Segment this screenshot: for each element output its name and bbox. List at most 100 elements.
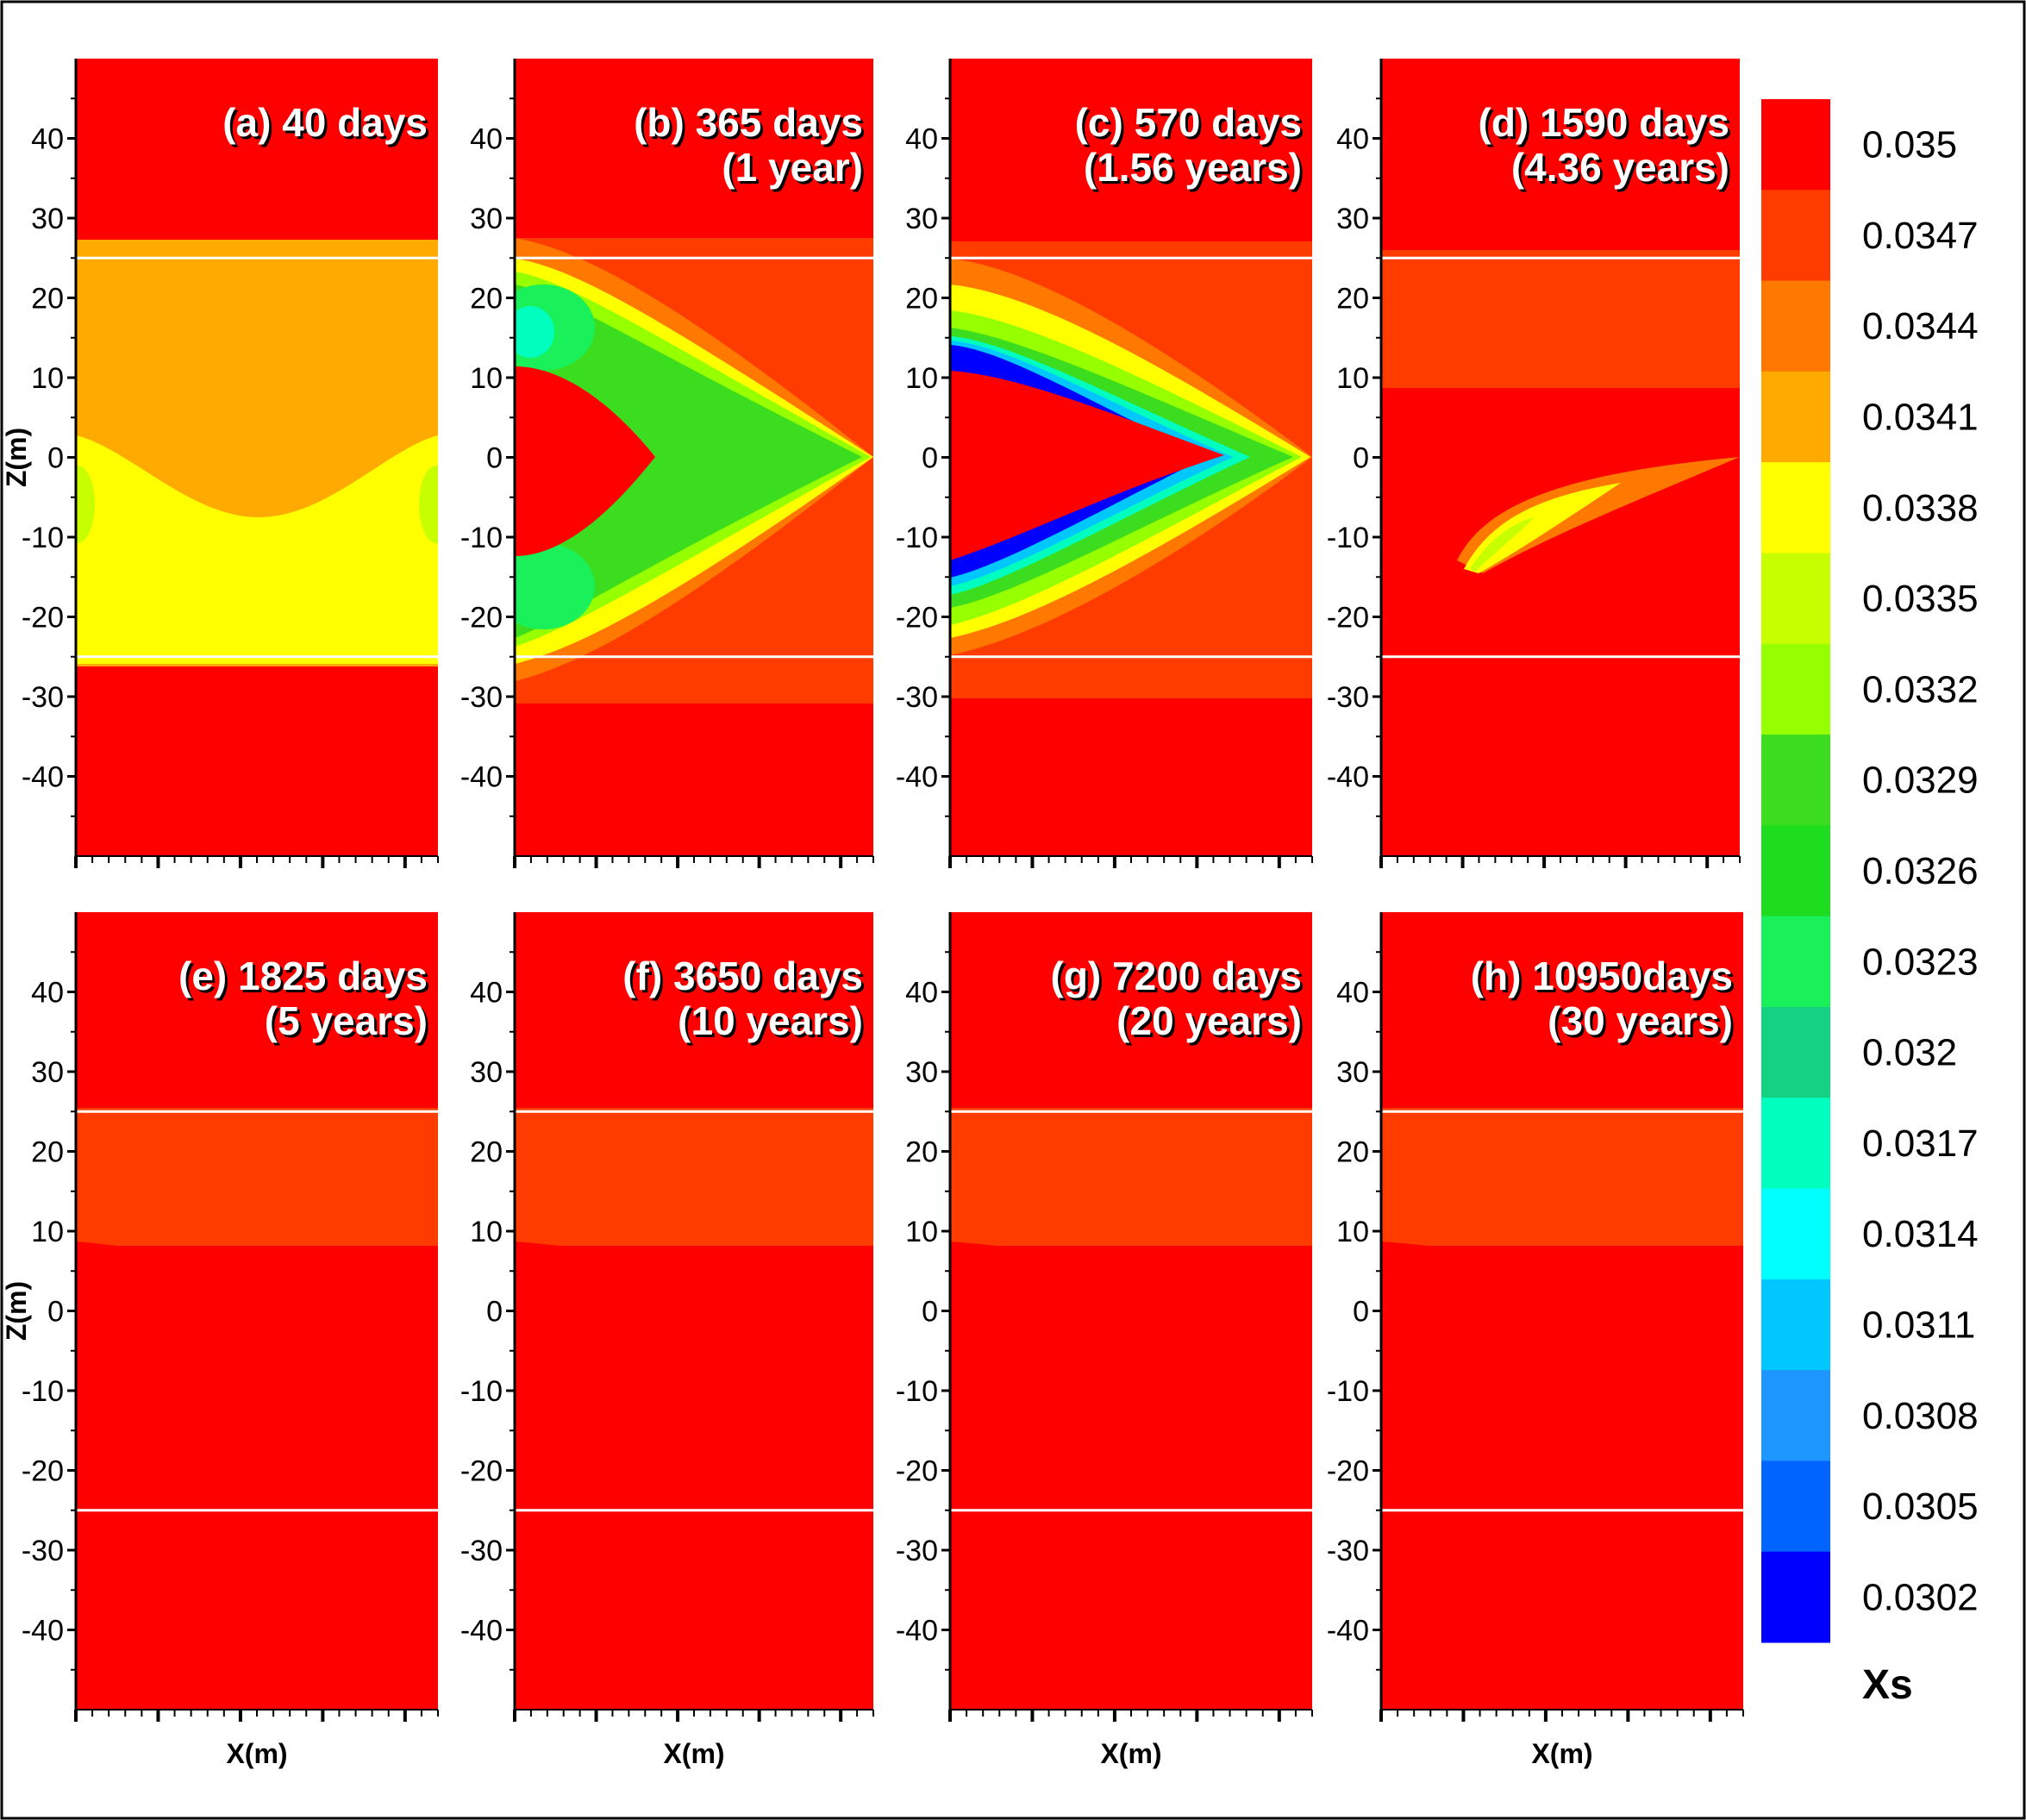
panel-c [950, 59, 1312, 856]
panel-g-title-line1: (g) 7200 days [1051, 954, 1302, 998]
panel-f-y-tick-label: 40 [470, 977, 503, 1010]
panel-c-y-tick-label: 40 [905, 123, 938, 156]
panel-e-y-tick-label: 30 [31, 1056, 64, 1089]
panel-b-red-core [515, 366, 655, 556]
panel-d-plume-orange [1457, 457, 1740, 573]
panel-f [515, 912, 873, 1710]
panel-b-green-plume [515, 285, 862, 638]
colorbar-swatch-15 [1761, 1460, 1830, 1553]
panel-c-y-tick-label: -30 [896, 681, 938, 714]
panel-h-y-tick-label: -40 [1327, 1615, 1369, 1648]
panel-h-y-tick-label: 20 [1336, 1136, 1369, 1169]
panel-g-y-tick-label: 20 [905, 1136, 938, 1169]
panel-a-y-tick-label: 40 [31, 123, 64, 156]
panel-a-y-tick-label: 20 [31, 283, 64, 316]
panel-g-y-tick-label: -10 [896, 1375, 938, 1408]
panel-h-title-line1: (h) 10950days [1471, 954, 1733, 998]
panel-e-y-tick-label: -20 [22, 1455, 64, 1488]
panel-e-y-tick-label: -30 [22, 1535, 64, 1567]
panel-c-title-line1: (c) 570 days [1075, 100, 1302, 145]
colorbar-tick-label: 0.035 [1862, 124, 1957, 166]
colorbar-tick-label: 0.0302 [1862, 1576, 1979, 1618]
panel-e-title-line2-shadow: (5 years) [267, 1001, 430, 1046]
panel-b-title-line1-shadow: (b) 365 days [636, 103, 866, 147]
colorbar-tick-label: 0.0305 [1862, 1485, 1979, 1528]
panel-h-title-line2-shadow: (30 years) [1550, 1001, 1735, 1046]
colorbar-tick-label: 0.0338 [1862, 487, 1979, 529]
panel-h-x-axis-label: X(m) [1531, 1738, 1592, 1769]
panel-b-y-tick-label: 0 [486, 442, 503, 475]
panel-d-plume-lime [1470, 517, 1535, 571]
panel-g-y-tick-label: 30 [905, 1056, 938, 1089]
panel-f-x-axis-label: X(m) [663, 1738, 724, 1769]
panel-g-y-tick-label: 10 [905, 1216, 938, 1248]
panel-d-y-tick-label: -40 [1327, 761, 1369, 794]
panel-f-y-tick-label: 20 [470, 1136, 503, 1169]
panel-c-title-line1-shadow: (c) 570 days [1078, 103, 1304, 147]
panel-b-y-tick-label: -20 [460, 602, 503, 635]
panel-f-y-tick-label: -10 [460, 1375, 503, 1408]
panel-b-teal-spot [515, 306, 554, 358]
panel-d-background [1381, 59, 1740, 856]
colorbar-swatch-5 [1761, 553, 1830, 645]
panel-f-y-tick-label: -20 [460, 1455, 503, 1488]
colorbar-swatch-2 [1761, 280, 1830, 372]
panel-g-red-intrusion [950, 1241, 1312, 1328]
panel-f-title-line1: (f) 3650 days [622, 954, 863, 998]
panel-d-upper-transition [1381, 388, 1740, 457]
panel-h-y-tick-label: 10 [1336, 1216, 1369, 1248]
panel-d-y-tick-label: -20 [1327, 602, 1369, 635]
panel-d-y-tick-label: 40 [1336, 123, 1369, 156]
panel-g [950, 912, 1312, 1710]
panel-c-y-tick-label: 30 [905, 203, 938, 235]
panel-c-y-tick-label: 20 [905, 283, 938, 316]
panel-d-y-tick-label: 30 [1336, 203, 1369, 235]
panel-e-title-line1-shadow: (e) 1825 days [181, 956, 430, 1001]
colorbar-tick-label: 0.0323 [1862, 941, 1979, 983]
panel-g-x-axis-label: X(m) [1100, 1738, 1161, 1769]
panel-d-band-upper [1381, 250, 1740, 388]
panel-e-y-axis-label: Z(m) [1, 1281, 32, 1341]
panel-c-red-core [950, 371, 1224, 560]
panel-e-red-intrusion [76, 1241, 438, 1328]
panel-a-title-line1: (a) 40 days [222, 100, 428, 145]
colorbar-tick-label: 0.0317 [1862, 1123, 1979, 1165]
panel-h-y-tick-label: 30 [1336, 1056, 1369, 1089]
panel-f-band-upper [515, 1108, 873, 1246]
colorbar-tick-label: 0.0332 [1862, 668, 1979, 710]
panel-f-y-tick-label: 10 [470, 1216, 503, 1248]
panel-d-y-tick-label: 0 [1353, 442, 1369, 475]
panel-h-band-upper [1381, 1108, 1743, 1246]
panel-d-y-tick-label: -30 [1327, 681, 1369, 714]
panel-c-y-tick-label: -20 [896, 602, 938, 635]
panel-d-title-line1-shadow: (d) 1590 days [1481, 103, 1732, 147]
panel-a-y-tick-label: 30 [31, 203, 64, 235]
colorbar-swatch-16 [1761, 1551, 1830, 1643]
colorbar-swatch-13 [1761, 1279, 1830, 1371]
panel-g-title-line2: (20 years) [1116, 998, 1302, 1043]
colorbar-tick-label: 0.0335 [1862, 578, 1979, 620]
panel-b-title-line2: (1 year) [722, 145, 863, 190]
panel-b-title-line2-shadow: (1 year) [724, 147, 866, 192]
panel-e-y-tick-label: 20 [31, 1136, 64, 1169]
panel-e-band-upper [76, 1108, 438, 1246]
colorbar-swatch-12 [1761, 1188, 1830, 1280]
colorbar-tick-label: 0.032 [1862, 1032, 1957, 1074]
panel-b-y-tick-label: -30 [460, 681, 503, 714]
colorbar-tick-label: 0.0341 [1862, 397, 1979, 439]
panel-c-title-line2-shadow: (1.56 years) [1086, 147, 1304, 192]
panel-g-title-line1-shadow: (g) 7200 days [1054, 956, 1304, 1001]
panel-b-y-tick-label: 30 [470, 203, 503, 235]
colorbar-swatch-7 [1761, 735, 1830, 826]
colorbar-swatch-3 [1761, 371, 1830, 463]
panel-b-title-line1: (b) 365 days [634, 100, 863, 145]
panel-d-y-tick-label: 20 [1336, 283, 1369, 316]
panel-a-y-tick-label: -40 [22, 761, 64, 794]
colorbar-swatch-9 [1761, 916, 1830, 1008]
